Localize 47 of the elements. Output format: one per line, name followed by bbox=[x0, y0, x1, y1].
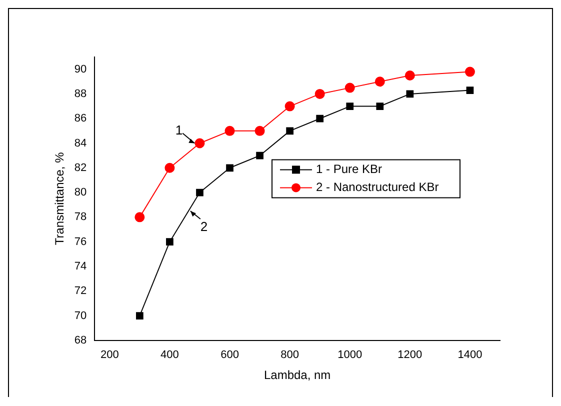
point bbox=[226, 164, 234, 172]
point bbox=[166, 238, 174, 246]
legend-label: 1 - Pure KBr bbox=[316, 162, 382, 176]
point bbox=[376, 102, 384, 110]
point bbox=[286, 127, 294, 135]
point bbox=[134, 212, 145, 222]
point bbox=[136, 312, 144, 320]
point bbox=[316, 114, 324, 122]
point bbox=[164, 162, 175, 173]
legend-label: 2 - Nanostructured KBr bbox=[316, 180, 439, 194]
x-tick-label: 1000 bbox=[338, 349, 362, 362]
y-tick-label: 86 bbox=[74, 112, 87, 125]
y-tick-label: 68 bbox=[74, 334, 87, 346]
y-tick-label: 80 bbox=[74, 186, 87, 199]
point bbox=[196, 188, 204, 196]
point bbox=[406, 90, 414, 98]
x-tick-label: 1400 bbox=[458, 349, 482, 362]
point bbox=[464, 66, 475, 77]
point bbox=[194, 138, 205, 148]
y-tick-label: 78 bbox=[74, 211, 87, 224]
point bbox=[256, 152, 264, 160]
x-tick-label: 800 bbox=[280, 349, 299, 362]
point bbox=[344, 82, 355, 93]
y-tick-label: 84 bbox=[74, 137, 87, 150]
point bbox=[284, 101, 295, 112]
annotation: 1 bbox=[175, 122, 183, 138]
y-tick-label: 74 bbox=[74, 260, 87, 272]
y-tick-label: 90 bbox=[74, 63, 87, 76]
y-axis-title: Transmittance, % bbox=[52, 152, 67, 246]
x-tick-label: 200 bbox=[100, 349, 119, 362]
x-tick-label: 1200 bbox=[398, 349, 422, 362]
point bbox=[224, 126, 235, 136]
y-tick-label: 70 bbox=[74, 310, 87, 322]
point bbox=[404, 70, 415, 80]
annotation: 2 bbox=[200, 219, 208, 234]
point bbox=[254, 126, 265, 136]
point bbox=[314, 88, 325, 99]
y-tick-label: 82 bbox=[74, 162, 87, 174]
point bbox=[466, 86, 474, 94]
x-tick-label: 600 bbox=[220, 349, 239, 362]
y-tick-label: 72 bbox=[74, 285, 87, 298]
y-tick-label: 76 bbox=[74, 236, 87, 248]
x-axis-title: Lambda, nm bbox=[264, 368, 331, 382]
point bbox=[346, 102, 354, 110]
x-tick-label: 400 bbox=[160, 349, 179, 362]
point bbox=[374, 76, 385, 87]
y-tick-label: 88 bbox=[74, 88, 87, 100]
